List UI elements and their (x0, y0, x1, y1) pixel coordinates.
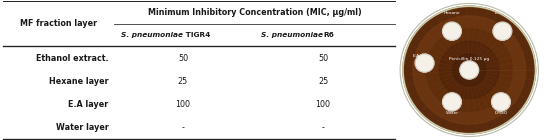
Text: Hexane: Hexane (444, 11, 460, 15)
Text: Penicillin 0.125 μg: Penicillin 0.125 μg (449, 57, 490, 61)
Circle shape (413, 16, 526, 124)
Text: S. pneumoniae: S. pneumoniae (121, 32, 183, 38)
Circle shape (460, 61, 479, 79)
Text: MF fraction layer: MF fraction layer (20, 19, 97, 28)
Text: 50: 50 (178, 54, 188, 63)
Text: 100: 100 (176, 100, 190, 109)
Text: -: - (322, 123, 324, 132)
Text: -: - (182, 123, 184, 132)
Text: Minimum Inhibitory Concentration (MIC, μg/ml): Minimum Inhibitory Concentration (MIC, μ… (147, 8, 361, 17)
Text: R6: R6 (403, 5, 412, 10)
Text: Ethanol: Ethanol (494, 11, 511, 15)
Circle shape (453, 54, 486, 86)
Circle shape (493, 22, 512, 40)
Text: E.A layer: E.A layer (68, 100, 108, 109)
Circle shape (404, 8, 534, 132)
Text: 50: 50 (318, 54, 328, 63)
Circle shape (440, 41, 499, 99)
Text: Water: Water (446, 111, 459, 115)
Text: S. pneumoniae: S. pneumoniae (261, 32, 323, 38)
Text: TIGR4: TIGR4 (183, 32, 211, 38)
Text: R6: R6 (323, 32, 334, 38)
Circle shape (426, 29, 512, 111)
Text: E.A: E.A (412, 54, 419, 58)
Text: Ethanol extract.: Ethanol extract. (36, 54, 108, 63)
Circle shape (415, 54, 434, 72)
Circle shape (492, 93, 510, 111)
Circle shape (443, 93, 461, 111)
Text: 100: 100 (316, 100, 331, 109)
Text: 25: 25 (178, 77, 188, 86)
Circle shape (403, 6, 535, 134)
Text: Hexane layer: Hexane layer (49, 77, 108, 86)
Circle shape (443, 22, 461, 40)
Text: Water layer: Water layer (55, 123, 108, 132)
Text: 25: 25 (318, 77, 328, 86)
Text: DMSO: DMSO (494, 111, 508, 115)
Text: At 1 mg/ml: At 1 mg/ml (515, 134, 539, 138)
